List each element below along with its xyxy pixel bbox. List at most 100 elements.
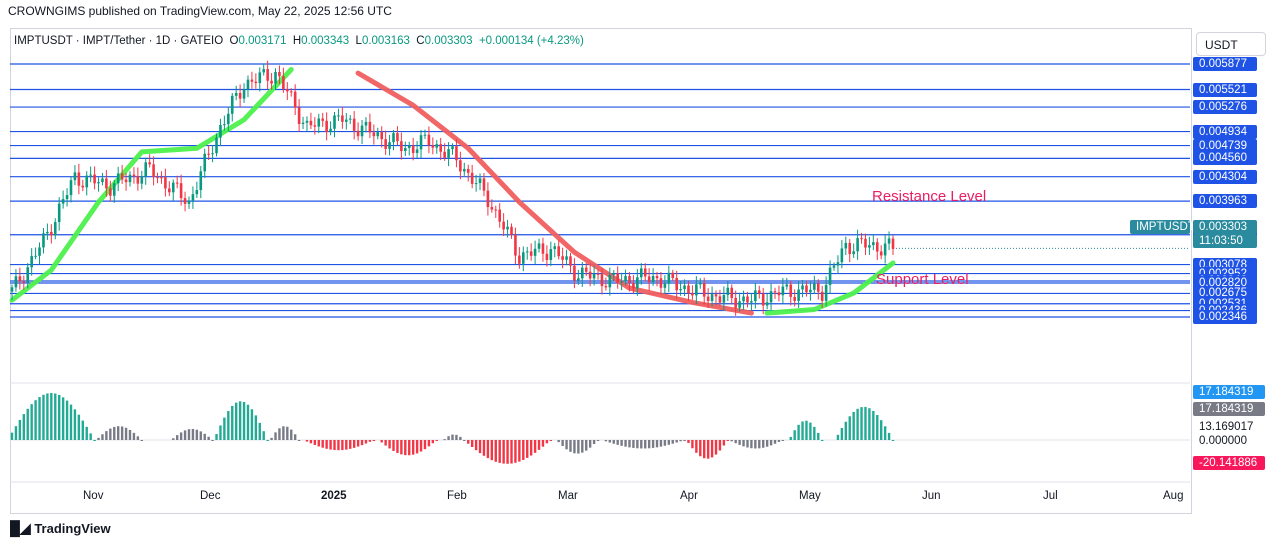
candle-body-0 <box>10 287 14 292</box>
oscillator-bar-177 <box>754 440 757 449</box>
candle-body-23 <box>101 178 104 183</box>
candle-body-170 <box>679 289 682 291</box>
candle-body-175 <box>698 283 702 285</box>
candle-body-184 <box>734 297 737 308</box>
oscillator-bar-169 <box>722 440 726 446</box>
candle-body-168 <box>671 272 675 278</box>
candle-body-54 <box>223 124 226 126</box>
oscillator-bar-26 <box>113 426 116 440</box>
candle-body-200 <box>797 289 800 301</box>
candle-body-208 <box>828 267 832 285</box>
candle-body-141 <box>565 256 568 260</box>
oscillator-bar-160 <box>687 440 690 443</box>
candle-body-37 <box>156 177 159 179</box>
oscillator-bar-192 <box>817 432 820 440</box>
candle-body-203 <box>809 289 812 293</box>
candle-body-152 <box>608 274 612 288</box>
candle-body-71 <box>289 91 293 93</box>
candle-body-61 <box>250 79 254 82</box>
close-value: 0.003303 <box>424 35 473 47</box>
oscillator-bar-139 <box>604 440 608 442</box>
candle-body-173 <box>691 293 694 296</box>
oscillator-bar-164 <box>703 440 706 459</box>
oscillator-bar-53 <box>246 404 250 440</box>
candle-body-31 <box>132 174 136 176</box>
oscillator-bar-156 <box>671 440 674 444</box>
oscillator-bar-7 <box>38 397 41 440</box>
bar-countdown-tag: 11:03:50 <box>1193 234 1257 248</box>
oscillator-bar-147 <box>636 440 639 449</box>
oscillator-bar-153 <box>659 440 663 447</box>
oscillator-bar-84 <box>372 440 376 441</box>
oscillator-bar-188 <box>801 421 804 440</box>
candle-body-88 <box>356 130 360 137</box>
oscillator-bar-135 <box>585 440 588 451</box>
symbol-info[interactable]: IMPTUSDT · IMPT/Tether · 1D · GATEIO <box>14 35 224 47</box>
low-value: 0.003163 <box>361 35 410 47</box>
oscillator-bar-154 <box>663 440 667 446</box>
candle-body-123 <box>494 209 498 211</box>
candle-body-63 <box>258 72 262 84</box>
candle-body-12 <box>57 203 61 223</box>
price-level-label-16: 0.002346 <box>1193 310 1257 324</box>
oscillator-bar-179 <box>762 440 765 448</box>
candle-body-112 <box>451 146 454 150</box>
oscillator-bar-141 <box>612 440 615 444</box>
oscillator-bar-66 <box>297 440 301 441</box>
candle-body-83 <box>337 115 340 117</box>
price-level-label-6: 0.004304 <box>1193 169 1257 184</box>
oscillator-bar-202 <box>868 408 871 440</box>
oscillator-bar-81 <box>360 440 364 446</box>
candle-body-80 <box>325 120 328 133</box>
candle-body-212 <box>844 242 848 249</box>
candle-body-40 <box>168 188 171 193</box>
candle-body-28 <box>120 173 124 180</box>
candle-body-196 <box>781 286 785 296</box>
candle-body-174 <box>695 284 698 296</box>
oscillator-bar-67 <box>305 440 309 442</box>
oscillator-bar-189 <box>805 420 808 440</box>
candle-body-95 <box>384 139 387 149</box>
oscillator-bar-10 <box>50 393 53 440</box>
candle-body-220 <box>875 242 879 252</box>
candle-body-118 <box>474 183 478 185</box>
candle-body-43 <box>179 183 183 199</box>
candle-body-41 <box>171 182 175 193</box>
candle-body-115 <box>462 168 466 172</box>
candle-body-107 <box>431 145 435 148</box>
time-tick-jun: Jun <box>922 490 941 502</box>
candle-body-178 <box>710 294 714 302</box>
oscillator-bar-187 <box>797 424 800 440</box>
oscillator-bar-145 <box>628 440 631 448</box>
candle-body-58 <box>238 92 242 99</box>
candle-body-204 <box>813 283 816 290</box>
oscillator-bar-123 <box>533 440 537 453</box>
candle-body-22 <box>97 182 100 184</box>
tradingview-logo[interactable]: █◢ TradingView <box>10 520 111 537</box>
oscillator-bar-64 <box>290 429 293 440</box>
chart-pane[interactable] <box>10 28 1192 514</box>
oscillator-bar-70 <box>317 440 320 447</box>
oscillator-bar-65 <box>293 434 297 440</box>
oscillator-bar-82 <box>364 440 368 444</box>
time-tick-mar: Mar <box>558 490 578 502</box>
oscillator-bar-30 <box>128 429 132 440</box>
candle-body-224 <box>891 238 895 249</box>
candle-body-62 <box>254 81 258 84</box>
candle-body-85 <box>345 119 348 122</box>
oscillator-bar-25 <box>109 428 112 440</box>
oscillator-bar-131 <box>569 440 572 452</box>
candle-body-199 <box>793 296 796 301</box>
oscillator-label-1: 17.184319 <box>1193 402 1265 416</box>
oscillator-bar-33 <box>140 440 143 441</box>
oscillator-bar-181 <box>769 440 773 446</box>
candle-body-90 <box>364 121 368 126</box>
candle-body-4 <box>26 267 30 283</box>
candle-body-164 <box>655 275 659 279</box>
candle-body-72 <box>293 91 297 108</box>
currency-unit-button[interactable]: USDT <box>1196 32 1266 56</box>
resistance-level-annotation: Resistance Level <box>872 188 986 205</box>
oscillator-bar-190 <box>809 422 812 440</box>
oscillator-bar-72 <box>325 440 328 449</box>
